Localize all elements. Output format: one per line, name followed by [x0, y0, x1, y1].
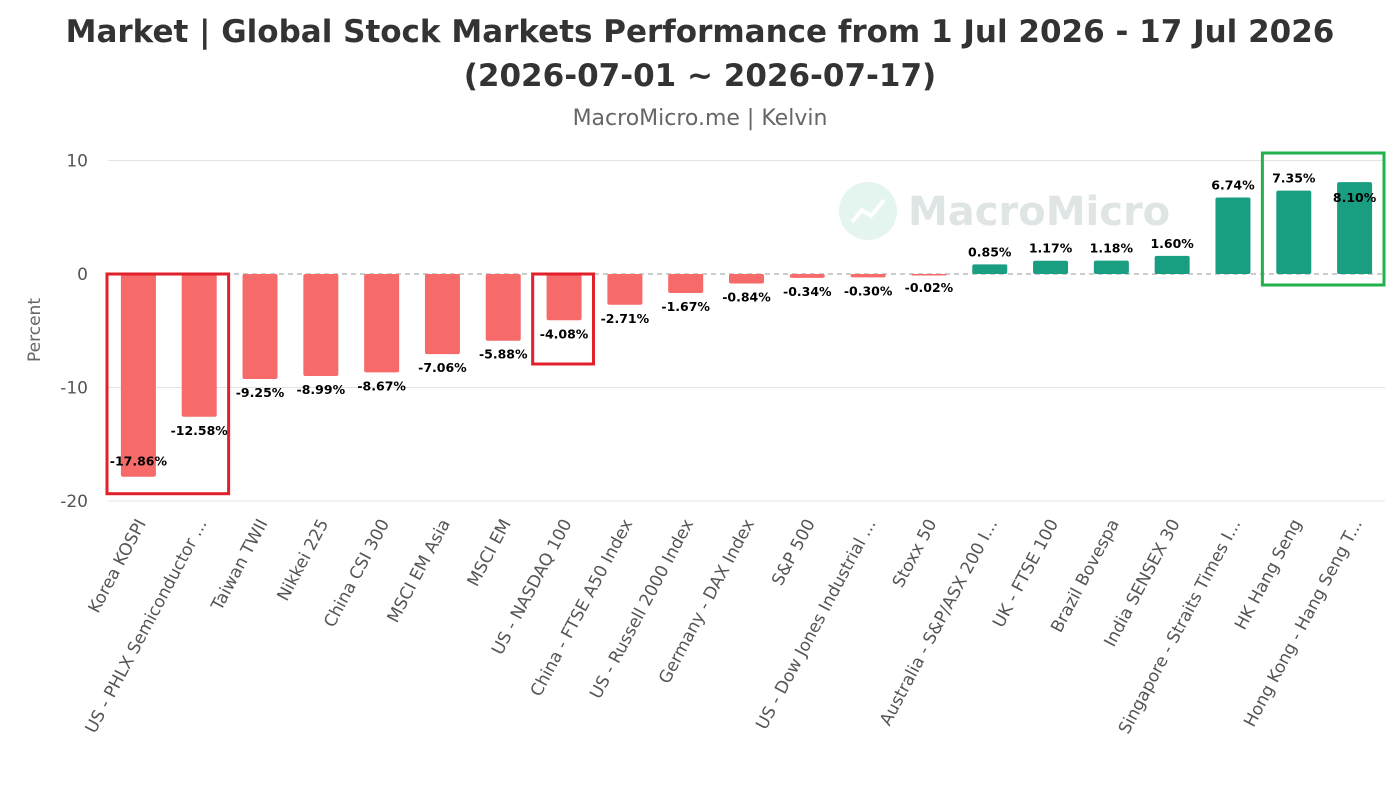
- bar: [911, 274, 947, 276]
- x-tick-label: Taiwan TWII: [207, 516, 272, 615]
- bar: [546, 274, 582, 321]
- data-label: -0.02%: [905, 280, 954, 295]
- data-label: 1.17%: [1029, 241, 1073, 256]
- x-tick-label: Stoxx 50: [889, 516, 942, 591]
- bar: [850, 274, 886, 278]
- x-tick-label: HK Hang Seng: [1231, 516, 1306, 633]
- bar: [972, 264, 1008, 274]
- y-tick-label: 0: [77, 265, 88, 285]
- data-label: -17.86%: [110, 454, 168, 469]
- bar: [1276, 190, 1312, 274]
- bar: [789, 274, 825, 278]
- bar: [668, 274, 704, 293]
- highlight-box: [105, 272, 231, 496]
- chart-subtitle: MacroMicro.me | Kelvin: [572, 106, 828, 131]
- data-label: -5.88%: [479, 347, 528, 362]
- x-tick-label: Hong Kong - Hang Seng T...: [1240, 516, 1367, 731]
- y-tick-label: 10: [66, 152, 88, 172]
- bar: [1154, 255, 1190, 274]
- x-tick-label: S&P 500: [768, 516, 820, 589]
- chart-title: Market | Global Stock Markets Performanc…: [0, 10, 1400, 98]
- watermark-logo: MacroMicro: [839, 182, 1170, 240]
- data-label: -0.30%: [844, 283, 893, 298]
- data-label: 1.18%: [1090, 241, 1134, 256]
- data-label: 1.60%: [1150, 236, 1194, 251]
- highlight-box: [1260, 151, 1386, 287]
- bar: [1093, 260, 1129, 274]
- data-label: -7.06%: [418, 360, 467, 375]
- bar: [120, 274, 156, 477]
- watermark-text: MacroMicro: [908, 189, 1170, 235]
- bar: [607, 274, 643, 305]
- x-tick-label: MSCI EM Asia: [384, 516, 455, 626]
- bar: [1215, 197, 1251, 274]
- data-label: -8.67%: [357, 378, 406, 393]
- x-tick-label: US - Dow Jones Industrial ...: [752, 516, 880, 733]
- highlight-box: [531, 272, 595, 366]
- y-axis-label: Percent: [25, 298, 45, 362]
- watermark-logo-icon: [839, 182, 897, 240]
- data-label: -2.71%: [601, 311, 650, 326]
- x-tick-label: MSCI EM: [464, 516, 516, 590]
- bar: [181, 274, 217, 417]
- data-label: -8.99%: [297, 382, 346, 397]
- x-tick-label: UK - FTSE 100: [989, 516, 1063, 631]
- x-tick-label: US - PHLX Semiconductor ...: [82, 516, 212, 737]
- x-tick-label: US - Russell 2000 Index: [586, 516, 698, 702]
- watermark-logo-glyph: [850, 198, 886, 224]
- data-label: -0.84%: [722, 290, 771, 305]
- x-tick-label: China CSI 300: [320, 516, 394, 631]
- x-tick-label: Nikkei 225: [274, 516, 334, 604]
- data-label: 6.74%: [1211, 178, 1255, 193]
- data-label: 7.35%: [1272, 171, 1316, 186]
- data-label: -12.58%: [171, 423, 229, 438]
- bar: [364, 274, 400, 373]
- x-tick-label: Korea KOSPI: [85, 516, 151, 617]
- bar: [1033, 260, 1069, 274]
- data-label: 8.10%: [1333, 190, 1377, 205]
- chart-title-line2: (2026-07-01 ~ 2026-07-17): [463, 58, 937, 94]
- data-label: -4.08%: [540, 326, 589, 341]
- chart-title-line1: Market | Global Stock Markets Performanc…: [65, 14, 1335, 50]
- y-tick-label: -20: [60, 492, 88, 512]
- x-tick-label: Australia - S&P/ASX 200 I...: [876, 516, 1002, 729]
- data-label: 0.85%: [968, 244, 1012, 259]
- bar: [424, 274, 460, 355]
- bar: [729, 274, 764, 284]
- bar: [1337, 182, 1373, 274]
- bar: [303, 274, 339, 377]
- x-tick-label: Singapore - Straits Times I...: [1115, 516, 1245, 738]
- data-label: -0.34%: [783, 284, 832, 299]
- y-tick-label: -10: [60, 379, 88, 399]
- bar: [485, 274, 521, 341]
- bar: [242, 274, 278, 379]
- data-label: -9.25%: [236, 385, 285, 400]
- data-label: -1.67%: [661, 299, 710, 314]
